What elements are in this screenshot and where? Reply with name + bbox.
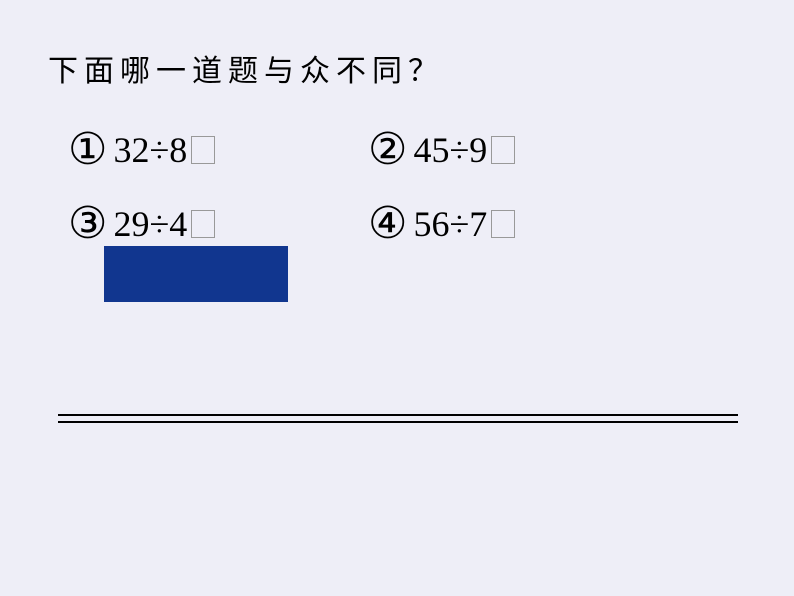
slide-container: 下面哪一道题与众不同？ ① 32÷8 ② 45÷9 ③ xyxy=(0,0,794,596)
option-row-1: ① 32÷8 ② 45÷9 xyxy=(68,128,746,172)
option-row-2: ③ 29÷4 ④ 56÷7 xyxy=(68,202,746,246)
checkbox-3 xyxy=(191,210,215,238)
expression-text-2: 45÷9 xyxy=(413,132,487,168)
checkbox-4 xyxy=(491,210,515,238)
option-number-4: ④ xyxy=(368,202,407,246)
options-container: ① 32÷8 ② 45÷9 ③ 29÷4 xyxy=(68,128,746,246)
option-expression-3: 29÷4 xyxy=(113,206,215,242)
highlight-rect xyxy=(104,246,288,302)
option-expression-1: 32÷8 xyxy=(113,132,215,168)
divider-line-top xyxy=(58,414,738,416)
option-expression-2: 45÷9 xyxy=(413,132,515,168)
divider-double-line xyxy=(58,414,738,428)
option-number-3: ③ xyxy=(68,202,107,246)
checkbox-1 xyxy=(191,136,215,164)
option-expression-4: 56÷7 xyxy=(413,206,515,242)
expression-text-1: 32÷8 xyxy=(113,132,187,168)
option-number-2: ② xyxy=(368,128,407,172)
question-title: 下面哪一道题与众不同？ xyxy=(48,46,746,90)
option-2: ② 45÷9 xyxy=(368,128,648,172)
option-3: ③ 29÷4 xyxy=(68,202,368,246)
expression-text-4: 56÷7 xyxy=(413,206,487,242)
option-1: ① 32÷8 xyxy=(68,128,368,172)
checkbox-2 xyxy=(491,136,515,164)
divider-line-bottom xyxy=(58,421,738,423)
expression-text-3: 29÷4 xyxy=(113,206,187,242)
option-number-1: ① xyxy=(68,128,107,172)
option-4: ④ 56÷7 xyxy=(368,202,648,246)
